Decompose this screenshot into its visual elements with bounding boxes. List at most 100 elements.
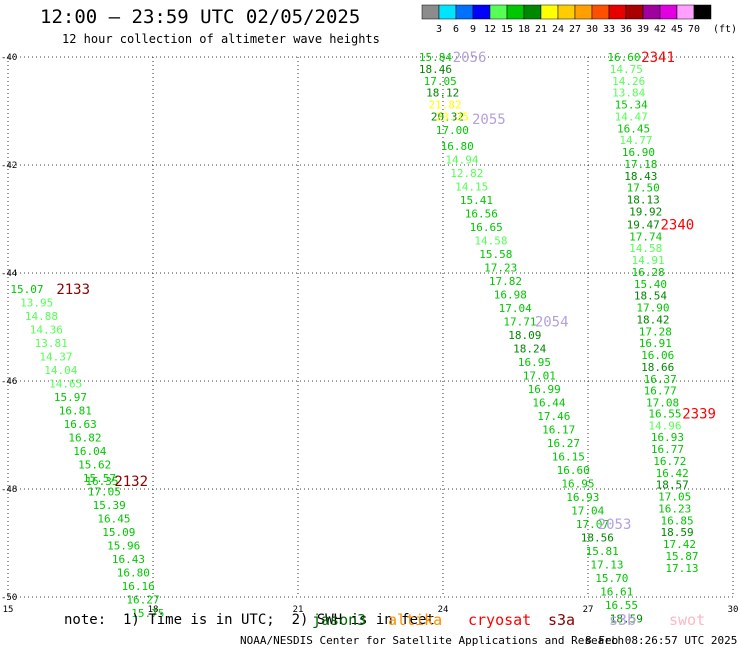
generation-timestamp: 8 Feb 08:26:57 UTC 2025 xyxy=(585,634,738,647)
data-value-label: 15.96 xyxy=(107,540,140,553)
data-value-label: 15.62 xyxy=(78,459,111,472)
colorbar-tick-label: 42 xyxy=(654,24,666,35)
satellite-legend-swot: swot xyxy=(669,611,706,629)
colorbar-tick-label: 12 xyxy=(484,24,496,35)
data-value-label: 15.97 xyxy=(54,391,87,404)
y-tick-label: -42 xyxy=(1,161,17,171)
data-value-label: 16.45 xyxy=(97,513,130,526)
data-value-label: 16.43 xyxy=(112,553,145,566)
data-value-label: 16.06 xyxy=(641,349,674,362)
pass-label: 2053 xyxy=(598,517,632,533)
data-value-label: 20.32 xyxy=(431,110,464,123)
satellite-legend-cryosat: cryosat xyxy=(468,611,532,629)
data-value-label: 17.01 xyxy=(523,370,556,383)
data-value-label: 14.04 xyxy=(44,364,77,377)
data-value-label: 13.95 xyxy=(20,297,53,310)
data-value-label: 16.45 xyxy=(617,122,650,135)
data-value-label: 14.15 xyxy=(455,181,488,194)
data-value-label: 18.57 xyxy=(656,479,689,492)
data-value-label: 16.60 xyxy=(607,51,640,64)
pass-label: 2340 xyxy=(661,217,695,233)
colorbar-tick-label: 30 xyxy=(586,24,598,35)
colorbar-unit: (ft) xyxy=(713,24,737,35)
data-value-label: 18.59 xyxy=(661,526,694,539)
colorbar-tick-label: 70 xyxy=(688,24,700,35)
colorbar-tick-label: 24 xyxy=(552,24,564,35)
data-value-label: 16.56 xyxy=(465,208,498,221)
data-value-label: 14.26 xyxy=(612,75,645,88)
color-legend: 3 6 9 12 15 18 21 24 27 30 33 36 39 42 45 70 (ft) xyxy=(421,4,737,35)
data-value-label: 14.65 xyxy=(49,378,82,391)
data-value-label: 18.09 xyxy=(508,329,541,342)
data-value-label: 16.15 xyxy=(552,451,585,464)
data-value-label: 16.81 xyxy=(59,405,92,418)
data-value-label: 17.28 xyxy=(639,325,672,338)
colorbar-tick-label: 9 xyxy=(470,24,476,35)
data-value-label: 15.41 xyxy=(460,194,493,207)
data-value-label: 16.44 xyxy=(532,397,565,410)
data-value-label: 18.42 xyxy=(636,313,669,326)
colorbar-tick-label: 3 xyxy=(436,24,442,35)
data-value-label: 17.18 xyxy=(624,158,657,171)
satellite-legend-jason3: jason3 xyxy=(312,611,367,629)
data-value-label: 16.98 xyxy=(494,289,527,302)
data-value-label: 16.55 xyxy=(648,407,681,420)
data-value-label: 16.17 xyxy=(542,424,575,437)
colorbar-tick-label: 27 xyxy=(569,24,581,35)
data-value-label: 16.37 xyxy=(644,373,677,386)
satellite-legend-s3a: s3a xyxy=(548,611,576,629)
data-value-label: 14.58 xyxy=(474,235,507,248)
data-value-label: 17.13 xyxy=(590,559,623,572)
data-value-label: 16.80 xyxy=(441,140,474,153)
data-value-label: 14.96 xyxy=(648,419,681,432)
data-value-label: 15.70 xyxy=(595,572,628,585)
satellite-legend-s3b: s3b xyxy=(609,611,637,629)
y-tick-label: -40 xyxy=(1,53,17,63)
data-value-label: 17.00 xyxy=(436,124,469,137)
data-value-label: 16.61 xyxy=(600,586,633,599)
data-value-label: 18.46 xyxy=(419,63,452,76)
pass-label: 2054 xyxy=(535,315,569,331)
data-value-label: 14.94 xyxy=(445,154,478,167)
data-value-label: 19.92 xyxy=(629,205,662,218)
data-value-label: 16.42 xyxy=(656,467,689,480)
data-value-label: 16.63 xyxy=(64,418,97,431)
data-value-label: 14.47 xyxy=(615,110,648,123)
data-value-label: 23.35 xyxy=(436,110,469,123)
data-value-label: 18.43 xyxy=(624,170,657,183)
data-value-label: 15.84 xyxy=(419,51,452,64)
data-value-label: 15.39 xyxy=(93,499,126,512)
data-value-label: 17.46 xyxy=(537,410,570,423)
data-value-label: 17.13 xyxy=(665,562,698,575)
x-tick-label: 27 xyxy=(583,605,594,615)
colorbar-tick-label: 45 xyxy=(671,24,683,35)
data-value-label: 17.50 xyxy=(627,182,660,195)
data-value-label: 16.95 xyxy=(561,478,594,491)
note-text: note: 1) Time is in UTC; 2) SWH is in fe… xyxy=(64,612,435,628)
data-value-label: 17.42 xyxy=(663,538,696,551)
y-tick-label: -44 xyxy=(1,269,17,279)
data-value-label: 15.58 xyxy=(479,248,512,261)
data-value-label: 17.05 xyxy=(658,491,691,504)
data-value-label: 18.66 xyxy=(641,361,674,374)
data-value-label: 17.05 xyxy=(88,486,121,499)
data-value-label: 18.54 xyxy=(634,290,667,303)
data-value-label: 16.28 xyxy=(632,266,665,279)
colorbar-tick-label: 15 xyxy=(501,24,513,35)
data-value-label: 15.57 xyxy=(83,472,116,485)
x-tick-label: 15 xyxy=(3,605,14,615)
data-value-label: 16.85 xyxy=(661,514,694,527)
data-value-label: 14.36 xyxy=(30,324,63,337)
data-value-label: 15.87 xyxy=(665,550,698,563)
data-value-label: 17.71 xyxy=(503,316,536,329)
pass-label: 2341 xyxy=(641,50,675,66)
data-value-label: 17.08 xyxy=(646,397,679,410)
data-value-label: 17.05 xyxy=(424,75,457,88)
data-value-label: 14.91 xyxy=(632,254,665,267)
data-value-label: 12.82 xyxy=(450,167,483,180)
data-value-label: 17.82 xyxy=(489,275,522,288)
colorbar-tick-label: 18 xyxy=(518,24,530,35)
data-value-label: 16.90 xyxy=(622,146,655,159)
